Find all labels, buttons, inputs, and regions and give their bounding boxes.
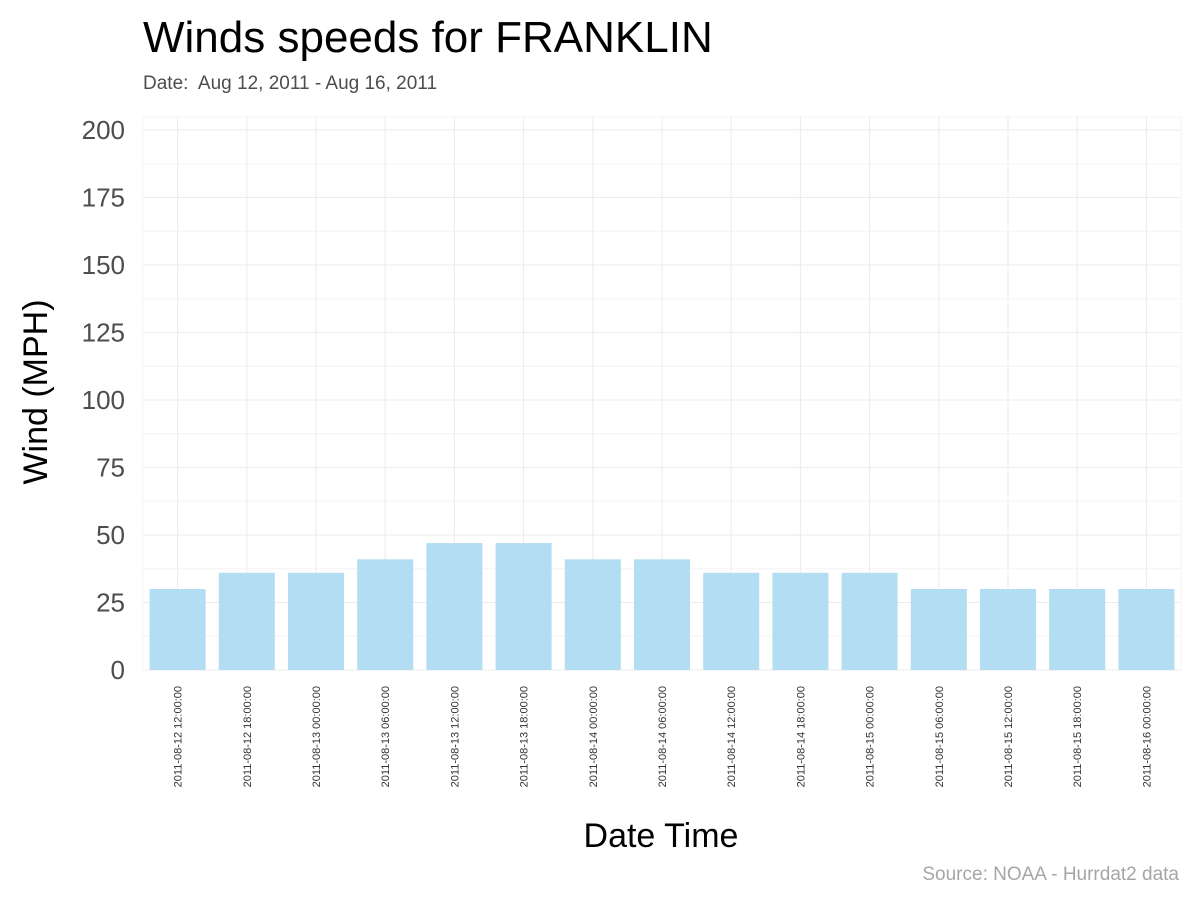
x-axis-title: Date Time — [584, 817, 739, 855]
bar — [218, 572, 275, 670]
x-tick-label: 2011-08-13 00:00:00 — [311, 686, 323, 787]
x-tick-labels: 2011-08-12 12:00:00 2011-08-12 18:00:00 20… — [173, 686, 1154, 787]
x-tick-label: 2011-08-15 06:00:00 — [934, 686, 946, 787]
bar — [149, 589, 206, 670]
y-tick-label: 50 — [96, 520, 125, 550]
y-axis-title: Wind (MPH) — [17, 299, 55, 484]
y-tick-label: 25 — [96, 588, 125, 618]
bar — [703, 572, 760, 670]
y-tick-label: 0 — [111, 655, 125, 685]
bar — [287, 572, 345, 670]
x-tick-label: 2011-08-12 12:00:00 — [173, 686, 185, 787]
x-tick-label: 2011-08-13 18:00:00 — [519, 686, 531, 787]
bar — [1118, 589, 1175, 670]
bar — [426, 543, 483, 670]
chart-subtitle: Date: Aug 12, 2011 - Aug 16, 2011 — [143, 73, 437, 94]
bar — [910, 589, 967, 670]
y-tick-label: 125 — [82, 318, 125, 348]
y-tick-label: 75 — [96, 453, 125, 483]
bar — [841, 572, 898, 670]
x-tick-label: 2011-08-15 18:00:00 — [1072, 686, 1084, 787]
x-tick-label: 2011-08-14 18:00:00 — [795, 686, 807, 787]
y-tick-label: 100 — [82, 385, 125, 415]
chart-title: Winds speeds for FRANKLIN — [143, 13, 713, 62]
x-tick-label: 2011-08-13 06:00:00 — [380, 686, 392, 787]
chart-caption: Source: NOAA - Hurrdat2 data — [922, 864, 1179, 885]
y-tick-labels: 0 25 50 75 100 125 150 175 200 — [82, 115, 125, 685]
bar — [979, 589, 1037, 670]
x-tick-label: 2011-08-13 12:00:00 — [449, 686, 461, 787]
bar — [564, 559, 621, 670]
bar — [1049, 589, 1106, 670]
x-tick-label: 2011-08-15 12:00:00 — [1003, 686, 1015, 787]
x-tick-label: 2011-08-16 00:00:00 — [1141, 686, 1153, 787]
x-tick-label: 2011-08-14 00:00:00 — [588, 686, 600, 787]
y-tick-label: 150 — [82, 250, 125, 280]
x-tick-label: 2011-08-15 00:00:00 — [865, 686, 877, 787]
y-tick-label: 200 — [82, 115, 125, 145]
x-tick-label: 2011-08-12 18:00:00 — [242, 686, 254, 787]
x-tick-label: 2011-08-14 06:00:00 — [657, 686, 669, 787]
bar — [357, 559, 414, 670]
bars — [149, 543, 1175, 670]
bar — [772, 572, 829, 670]
y-tick-label: 175 — [82, 183, 125, 213]
bar — [495, 543, 552, 670]
x-tick-label: 2011-08-14 12:00:00 — [726, 686, 738, 787]
bar — [633, 559, 691, 670]
